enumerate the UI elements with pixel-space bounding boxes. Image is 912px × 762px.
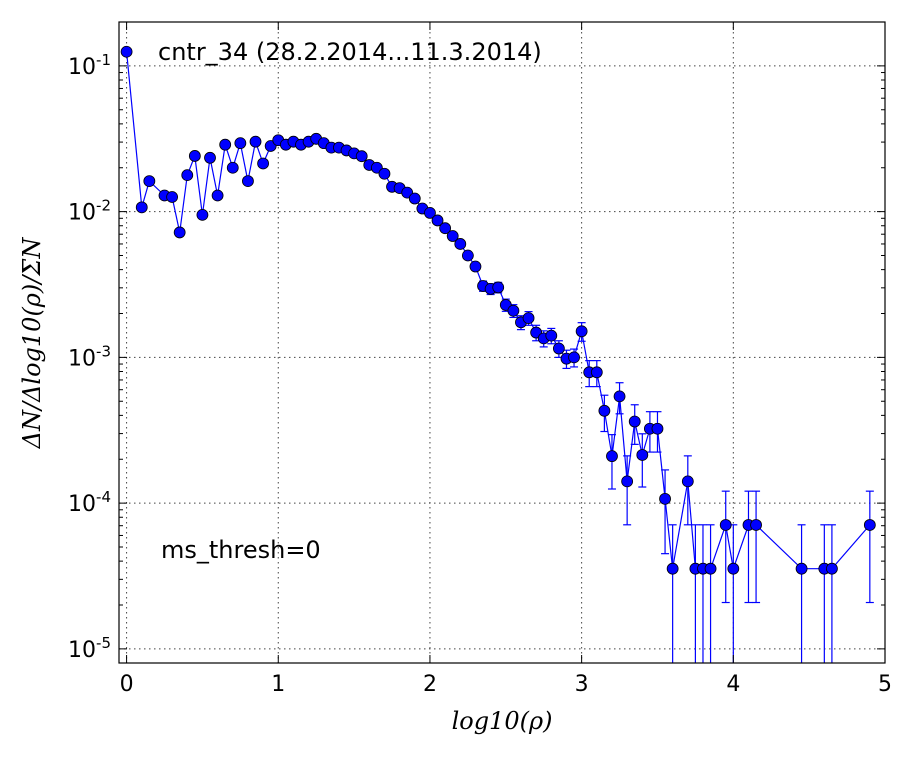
x-tick-label: 0: [120, 672, 134, 697]
data-point: [249, 135, 262, 148]
data-series: [120, 45, 876, 663]
y-tick-label: 10-3: [68, 342, 111, 371]
data-point: [598, 404, 611, 417]
data-point: [204, 151, 216, 164]
data-point: [257, 157, 269, 170]
y-tick-label: 10-4: [68, 488, 111, 517]
x-tick-label: 3: [575, 672, 589, 697]
data-point: [143, 175, 156, 187]
x-tick-label: 5: [878, 672, 892, 697]
data-point: [242, 175, 254, 187]
data-point: [606, 450, 618, 463]
data-point: [355, 150, 368, 163]
data-point: [507, 304, 520, 317]
data-point: [621, 475, 634, 488]
x-tick-label: 4: [726, 672, 740, 697]
y-axis-title: ΔN/Δlog10(ρ)/ΣN: [18, 237, 46, 450]
data-point: [552, 342, 565, 355]
data-point: [188, 150, 201, 162]
data-point: [408, 192, 421, 205]
data-point: [469, 260, 482, 273]
data-point: [492, 281, 505, 294]
data-point: [704, 562, 717, 575]
data-point: [727, 562, 740, 575]
data-point: [719, 519, 732, 531]
data-point: [666, 562, 679, 575]
data-point: [211, 189, 224, 202]
data-point: [651, 422, 664, 435]
data-point: [135, 201, 148, 214]
data-point: [454, 238, 467, 250]
axis-ticks: 0 1 2 3 4 5 10-5 10-4 10-3 10-2 10-1: [68, 21, 892, 697]
data-point: [750, 519, 762, 531]
data-point: [681, 475, 694, 488]
plot-frame: [118, 21, 886, 664]
x-tick-label: 1: [271, 672, 285, 697]
data-point: [659, 492, 671, 505]
x-axis-title: log10(ρ): [452, 707, 553, 735]
data-point: [173, 226, 186, 239]
data-point: [575, 325, 588, 338]
data-point: [439, 222, 452, 235]
data-point: [120, 45, 133, 58]
data-point: [424, 207, 436, 219]
data-point: [446, 230, 459, 242]
data-point: [613, 390, 626, 403]
data-point: [795, 562, 808, 575]
data-point: [522, 312, 535, 324]
data-point: [226, 161, 239, 174]
data-point: [636, 449, 649, 461]
y-tick-label: 10-2: [68, 197, 111, 226]
data-point: [863, 519, 876, 531]
data-point: [196, 208, 209, 221]
data-point: [461, 249, 474, 262]
y-tick-label: 10-1: [68, 51, 111, 80]
data-point: [181, 169, 194, 182]
data-point: [568, 351, 580, 364]
data-point: [431, 214, 444, 227]
data-point: [590, 366, 603, 379]
data-point: [234, 137, 247, 150]
x-tick-label: 2: [423, 672, 437, 697]
y-tick-label: 10-5: [68, 634, 111, 663]
annotation-ms-thresh: ms_thresh=0: [161, 536, 321, 564]
data-point: [166, 191, 178, 203]
data-point: [826, 562, 838, 575]
data-point: [628, 415, 641, 428]
chart-title: cntr_34 (28.2.2014...11.3.2014): [158, 38, 542, 66]
data-point: [378, 167, 391, 180]
data-point: [219, 138, 232, 151]
data-point: [545, 329, 558, 342]
